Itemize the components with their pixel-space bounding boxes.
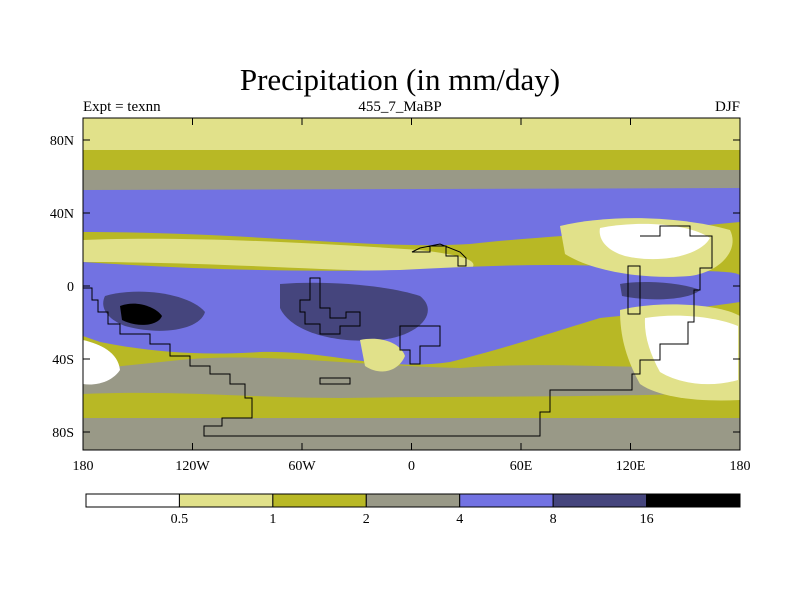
band-south-grey — [83, 357, 740, 398]
lat-tick-label: 80N — [50, 134, 74, 149]
coastline-central — [299, 277, 361, 335]
colorbar-swatch — [552, 493, 648, 508]
colorbar-swatch — [178, 493, 274, 508]
colorbar-label: 16 — [640, 512, 654, 527]
colorbar: 0.5 1 2 4 8 16 — [85, 493, 741, 527]
colorbar-swatch — [646, 493, 741, 508]
lon-tick-label: 60W — [288, 459, 316, 474]
coastline-main — [83, 225, 713, 437]
colorbar-label: 0.5 — [171, 512, 189, 527]
lon-tick-label: 60E — [510, 459, 533, 474]
lon-tick-label: 0 — [408, 459, 415, 474]
dry-core-ne — [599, 223, 710, 260]
coastline-south-mid — [399, 325, 441, 365]
longitude-axis: 180 120W 60W 0 60E 120E 180 — [73, 118, 751, 474]
coastlines — [83, 225, 713, 437]
season-label: DJF — [714, 99, 740, 115]
age-label: 455_7_MaBP — [358, 99, 442, 115]
latitude-axis: 80N 40N 0 40S 80S — [50, 134, 740, 441]
band-north-light — [83, 238, 474, 272]
colorbar-label: 4 — [456, 512, 463, 527]
colorbar-swatch — [85, 493, 180, 508]
lat-tick-label: 80S — [52, 426, 74, 441]
lon-tick-label: 120E — [616, 459, 646, 474]
dry-core-se — [644, 315, 738, 385]
lon-tick-label: 120W — [175, 459, 210, 474]
dry-zone-south-mid — [360, 338, 405, 372]
dry-zone-sw — [83, 340, 120, 385]
colorbar-swatch — [365, 493, 461, 508]
lat-tick-label: 40S — [52, 353, 74, 368]
lon-tick-label: 180 — [730, 459, 751, 474]
coastline-north-mid — [411, 243, 467, 267]
colorbar-label: 8 — [550, 512, 557, 527]
lat-tick-label: 40N — [50, 207, 74, 222]
coastline-east-strip — [627, 265, 641, 315]
colorbar-swatch — [459, 493, 554, 508]
lon-tick-label: 180 — [73, 459, 94, 474]
colorbar-label: 2 — [363, 512, 370, 527]
core-pacific-max — [120, 303, 162, 325]
coastline-island — [319, 377, 351, 385]
experiment-label: Expt = texnn — [83, 99, 161, 115]
map-title: Precipitation (in mm/day) — [239, 62, 561, 97]
colorbar-swatch — [272, 493, 367, 508]
lat-tick-label: 0 — [67, 280, 74, 295]
colorbar-label: 1 — [269, 512, 276, 527]
precipitation-field — [83, 118, 740, 450]
